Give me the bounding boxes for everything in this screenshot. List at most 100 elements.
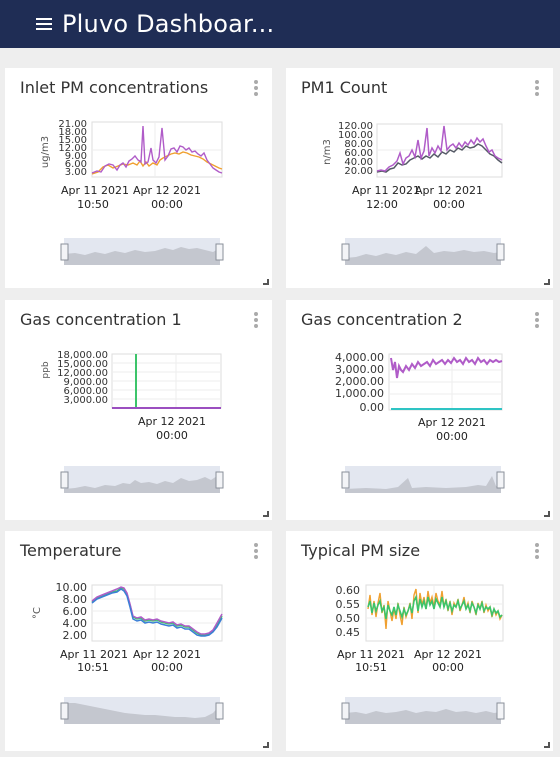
series-line-purple (91, 586, 223, 635)
y-tick: 9.00 (65, 151, 87, 162)
y-axis-label: n/m3 (322, 139, 333, 165)
card-title: Temperature (20, 541, 122, 560)
navigator-handle-right[interactable] (496, 243, 505, 261)
card-pm-size: Typical PM size 0.60 0.55 0.50 0.45 Apr … (286, 531, 553, 751)
y-tick: 1,000.00 (335, 387, 384, 400)
y-tick: 3,000.00 (335, 363, 384, 376)
x-tick-line1: Apr 12 2021 (133, 648, 201, 661)
resize-handle-icon[interactable] (544, 511, 550, 517)
card-title: Gas concentration 2 (301, 310, 463, 329)
y-axis-label: ug/m3 (40, 136, 51, 168)
navigator-handle-right[interactable] (215, 702, 224, 720)
x-ticks: Apr 11 2021 10:51 Apr 12 2021 00:00 (60, 648, 201, 674)
card-pm1-count: PM1 Count n/m3 120.00 100.00 80.00 60.00… (286, 68, 553, 288)
series-line-blue (91, 588, 223, 637)
x-tick-line1: Apr 11 2021 (337, 648, 405, 661)
x-tick-line2: 00:00 (436, 430, 468, 443)
chart-temperature: °C 10.00 8.00 6.00 4.00 2.00 Apr 11 2021… (32, 581, 224, 724)
x-tick-line2: 10:51 (355, 661, 387, 674)
y-ticks: 21.00 18.00 15.00 12.00 9.00 6.00 3.00 (58, 119, 87, 178)
x-tick-line1: Apr 12 2021 (414, 648, 482, 661)
y-ticks: 4,000.00 3,000.00 2,000.00 1,000.00 0.00 (335, 351, 384, 414)
series-line-green (367, 594, 503, 620)
resize-handle-icon[interactable] (544, 279, 550, 285)
y-tick: 12.00 (58, 143, 87, 154)
chart-inlet-pm: ug/m3 21.00 18.00 15.00 12.00 9.00 6.00 … (40, 119, 224, 265)
navigator-handle-left[interactable] (341, 243, 350, 261)
card-menu-icon[interactable] (254, 80, 258, 96)
range-navigator[interactable] (341, 238, 505, 265)
y-tick: 100.00 (338, 130, 373, 141)
card-menu-icon[interactable] (535, 543, 539, 559)
series-line-purple (390, 356, 503, 379)
chart-gas-2: 4,000.00 3,000.00 2,000.00 1,000.00 0.00… (335, 351, 505, 493)
navigator-handle-left[interactable] (60, 243, 69, 261)
y-ticks: 0.60 0.55 0.50 0.45 (336, 584, 361, 639)
x-tick-line2: 00:00 (151, 198, 183, 211)
card-gas-1: Gas concentration 1 ppb 18,000.00 15,000… (5, 300, 272, 520)
x-tick-line2: 10:50 (77, 198, 109, 211)
resize-handle-icon[interactable] (263, 279, 269, 285)
y-tick: 8.00 (63, 593, 88, 606)
navigator-area (345, 246, 501, 265)
navigator-handle-right[interactable] (496, 471, 505, 489)
x-tick-line2: 10:51 (77, 661, 109, 674)
y-tick: 2,000.00 (335, 375, 384, 388)
y-tick: 80.00 (344, 139, 373, 150)
y-tick: 4.00 (63, 617, 88, 630)
navigator-handle-left[interactable] (341, 702, 350, 720)
card-title: Inlet PM concentrations (20, 78, 209, 97)
x-tick-line1: Apr 12 2021 (133, 184, 201, 197)
range-navigator[interactable] (341, 697, 505, 724)
y-tick: 3.00 (65, 167, 87, 178)
resize-handle-icon[interactable] (263, 511, 269, 517)
card-title: PM1 Count (301, 78, 388, 97)
navigator-area (64, 703, 220, 724)
navigator-handle-right[interactable] (496, 702, 505, 720)
navigator-handle-left[interactable] (60, 702, 69, 720)
resize-handle-icon[interactable] (263, 742, 269, 748)
resize-handle-icon[interactable] (544, 742, 550, 748)
card-menu-icon[interactable] (535, 80, 539, 96)
navigator-handle-right[interactable] (215, 243, 224, 261)
y-tick: 40.00 (344, 157, 373, 168)
navigator-handle-right[interactable] (215, 471, 224, 489)
chart-pm1-count: n/m3 120.00 100.00 80.00 60.00 40.00 20.… (322, 121, 505, 265)
y-ticks: 10.00 8.00 6.00 4.00 2.00 (56, 581, 88, 642)
chart-pm-size: 0.60 0.55 0.50 0.45 Apr 11 2021 10:51 Ap… (336, 584, 505, 724)
x-ticks: Apr 12 2021 00:00 (138, 415, 206, 442)
x-ticks: Apr 11 2021 10:50 Apr 12 2021 00:00 (61, 184, 201, 211)
navigator-area (64, 247, 220, 265)
card-menu-icon[interactable] (254, 543, 258, 559)
y-tick: 2.00 (63, 629, 88, 642)
range-navigator[interactable] (60, 238, 224, 265)
y-tick: 0.50 (336, 612, 361, 625)
x-ticks: Apr 11 2021 12:00 Apr 12 2021 00:00 (352, 184, 483, 211)
series-line-purple (91, 125, 223, 174)
x-tick-line1: Apr 12 2021 (418, 416, 486, 429)
y-tick: 4,000.00 (335, 351, 384, 364)
y-tick: 18,000.00 (57, 350, 108, 361)
range-navigator[interactable] (60, 697, 224, 724)
navigator-handle-left[interactable] (341, 471, 350, 489)
card-temperature: Temperature °C 10.00 8.00 6.00 4.00 2.00… (5, 531, 272, 751)
range-navigator[interactable] (60, 466, 224, 493)
y-tick: 10.00 (56, 581, 88, 594)
y-tick: 9,000.00 (63, 377, 108, 388)
y-ticks: 120.00 100.00 80.00 60.00 40.00 20.00 (338, 121, 373, 177)
y-tick: 3,000.00 (63, 395, 108, 406)
x-tick-line1: Apr 12 2021 (138, 415, 206, 428)
range-navigator[interactable] (341, 466, 505, 493)
x-tick-line2: 00:00 (151, 661, 183, 674)
y-tick: 15.00 (58, 135, 87, 146)
card-title: Typical PM size (301, 541, 421, 560)
x-tick-line2: 00:00 (433, 198, 465, 211)
menu-icon[interactable] (36, 17, 52, 31)
y-tick: 6,000.00 (63, 386, 108, 397)
card-menu-icon[interactable] (535, 312, 539, 328)
navigator-handle-left[interactable] (60, 471, 69, 489)
y-tick: 0.55 (336, 598, 361, 611)
x-tick-line1: Apr 11 2021 (352, 184, 420, 197)
y-axis-label: ppb (41, 361, 51, 378)
card-menu-icon[interactable] (254, 312, 258, 328)
